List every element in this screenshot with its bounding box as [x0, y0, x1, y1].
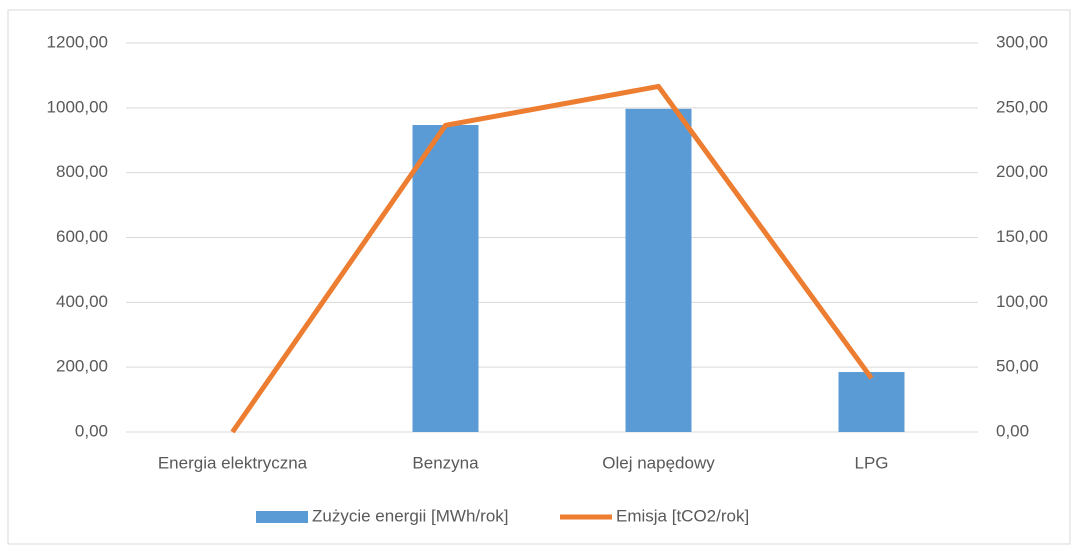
- x-tick-label: Energia elektryczna: [158, 453, 308, 472]
- y2-tick-label: 50,00: [996, 357, 1039, 376]
- y2-tick-label: 200,00: [996, 162, 1048, 181]
- y2-tick-label: 0,00: [996, 421, 1029, 440]
- x-tick-label: Benzyna: [412, 453, 479, 472]
- line: [230, 83, 874, 434]
- y-tick-label: 1200,00: [47, 32, 108, 51]
- y-tick-label: 1000,00: [47, 97, 108, 116]
- y2-tick-label: 250,00: [996, 97, 1048, 116]
- y2-tick-label: 100,00: [996, 292, 1048, 311]
- y2-tick-label: 300,00: [996, 32, 1048, 51]
- y-tick-label: 200,00: [56, 357, 108, 376]
- y2-tick-label: 150,00: [996, 227, 1048, 246]
- y-tick-label: 0,00: [75, 421, 108, 440]
- bar: [412, 125, 479, 433]
- x-tick-label: LPG: [854, 453, 888, 472]
- y-tick-label: 400,00: [56, 292, 108, 311]
- bar: [625, 108, 692, 432]
- y-tick-label: 600,00: [56, 227, 108, 246]
- legend-swatch: [256, 511, 308, 523]
- legend-label: Zużycie energii [MWh/rok]: [312, 506, 509, 525]
- chart-border: [7, 9, 1071, 545]
- y-tick-label: 800,00: [56, 162, 108, 181]
- legend-label: Emisja [tCO2/rok]: [616, 506, 749, 525]
- bar: [838, 372, 905, 432]
- x-tick-label: Olej napędowy: [602, 453, 715, 472]
